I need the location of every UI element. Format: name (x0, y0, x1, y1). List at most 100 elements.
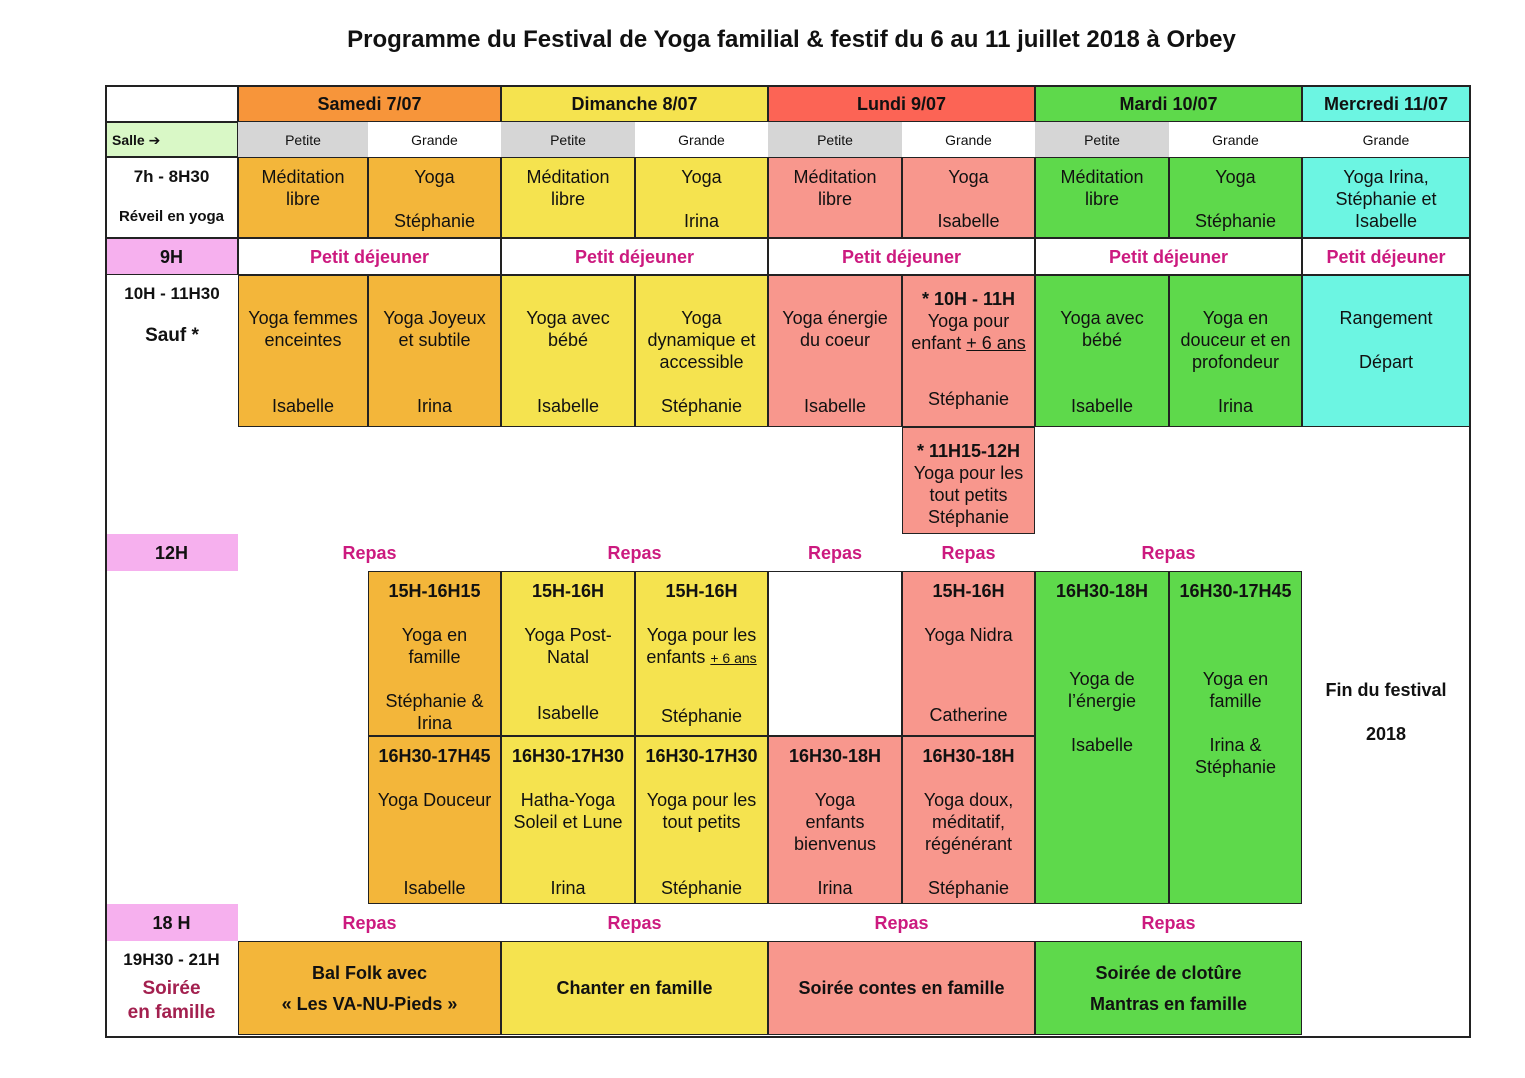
session-mar-yoga: Yoga Stéphanie (1169, 157, 1302, 238)
session-title: libre (550, 189, 585, 209)
room-petite: Petite (1035, 122, 1169, 157)
session-lun-yoga: Yoga Isabelle (902, 157, 1035, 238)
session-title: Méditation (1060, 167, 1144, 187)
time-19h30: 19H30 - 21H (123, 950, 220, 969)
session-sat-morning-grande: Yoga Joyeux et subtile Irina (368, 275, 501, 427)
session-title: libre (817, 189, 852, 209)
session-title: Yoga Joyeux (383, 308, 486, 328)
time-9h: 9H (105, 238, 238, 275)
session-title: méditatif, (931, 812, 1006, 832)
session-title: Yoga de (1069, 669, 1135, 689)
meal-evening-lundi: Repas (874, 912, 929, 933)
session-title: Méditation (261, 167, 345, 187)
breakfast-mardi: Petit déjeuner (1035, 238, 1302, 275)
session-lun-tout-petits: * 11H15-12H Yoga pour les tout petits St… (902, 427, 1035, 534)
session-title: Isabelle (1354, 211, 1418, 231)
session-title-part: enfants (646, 647, 711, 667)
session-title: l’énergie (1067, 691, 1137, 711)
session-dim-morning-grande: Yoga dynamique et accessible Stéphanie (635, 275, 768, 427)
session-title: Yoga en (1202, 308, 1269, 328)
evening-title: Bal Folk avec (311, 962, 428, 983)
evening-lundi: Soirée contes en famille (768, 941, 1035, 1035)
age-note: + 6 ans (710, 650, 757, 666)
session-title: Yoga Post- (524, 625, 612, 645)
session-title: Yoga (1215, 167, 1256, 187)
session-mar-famille: 16H30-17H45 Yoga en famille Irina & Stép… (1169, 571, 1302, 904)
meal-lundi-petite: Repas (807, 542, 863, 563)
time-12h: 12H (105, 534, 238, 571)
evening-samedi: Bal Folk avec « Les VA-NU-Pieds » (238, 941, 501, 1035)
session-title: douceur et en (1180, 330, 1291, 350)
time-label-7h: 7h - 8H30 Réveil en yoga (105, 157, 238, 238)
meal-mardi: Repas (1141, 542, 1196, 563)
session-sat-morning-petite: Yoga femmes enceintes Isabelle (238, 275, 368, 427)
fin-festival: Fin du festival 2018 (1302, 534, 1470, 1035)
session-title: Natal (546, 647, 590, 667)
session-teacher: Isabelle (1070, 396, 1134, 416)
session-teacher: Catherine (929, 705, 1008, 725)
session-teacher: Stéphanie (1194, 211, 1277, 231)
session-title: enfant + 6 ans (911, 332, 1026, 354)
session-title: Hatha-Yoga (520, 790, 616, 810)
room-grande: Grande (1362, 131, 1410, 148)
room-grande: Grande (945, 131, 992, 148)
session-lun-doux: 16H30-18H Yoga doux, méditatif, régénéra… (902, 736, 1035, 904)
time-7h: 7h - 8H30 (133, 167, 210, 186)
session-teacher: Isabelle (803, 396, 867, 416)
session-mer-morning: Rangement Départ (1302, 275, 1470, 427)
session-teacher: Irina (817, 878, 853, 898)
evening-dimanche: Chanter en famille (501, 941, 768, 1035)
session-title: enfants (805, 812, 865, 832)
time-label-10h: 10H - 11H30 Sauf * (105, 275, 238, 427)
session-title: Yoga Irina, (1343, 167, 1429, 187)
session-title: du coeur (799, 330, 871, 350)
session-lun-enfants: 16H30-18H Yoga enfants bienvenus Irina (768, 736, 902, 904)
evening-title: Soirée de clotûre (1095, 962, 1242, 983)
session-dim-enfants: 15H-16H Yoga pour les enfants + 6 ans St… (635, 571, 768, 736)
session-title: bébé (1081, 330, 1123, 350)
evening-title: Mantras en famille (1089, 993, 1248, 1014)
session-title: libre (1084, 189, 1119, 209)
time-10h: 10H - 11H30 (124, 284, 220, 303)
age-note: + 6 ans (966, 333, 1026, 353)
room-grande: Grande (1212, 131, 1259, 148)
session-title: Yoga avec (1060, 308, 1144, 328)
session-time: 16H30-17H30 (511, 746, 625, 766)
session-title: Yoga (681, 167, 722, 187)
session-title: bienvenus (793, 834, 877, 854)
session-title: Stéphanie et (1335, 189, 1437, 209)
meal-samedi: Repas (342, 542, 397, 563)
session-mar-meditation: Méditation libre (1035, 157, 1169, 238)
session-teacher: Irina (1217, 396, 1253, 416)
session-teacher: Isabelle (937, 211, 1000, 231)
meal-evening-dimanche: Repas (607, 912, 662, 933)
page-title: Programme du Festival de Yoga familial &… (347, 26, 1236, 53)
session-teacher: Stéphanie (393, 211, 476, 231)
room-grande: Grande (411, 131, 458, 148)
session-sat-famille: 15H-16H15 Yoga en famille Stéphanie & Ir… (368, 571, 501, 736)
session-title: famille (1209, 691, 1262, 711)
evening-sub: Soirée (142, 978, 201, 999)
session-title: Yoga (414, 167, 455, 187)
meal-evening-samedi: Repas (342, 912, 397, 933)
evening-mardi: Soirée de clotûre Mantras en famille (1035, 941, 1302, 1035)
session-title: Yoga en (1202, 669, 1269, 689)
header-lundi: Lundi 9/07 (768, 85, 1035, 122)
salle-label: Salle ➔ (105, 122, 238, 157)
session-lun-meditation: Méditation libre (768, 157, 902, 238)
session-teacher: Isabelle (536, 396, 600, 416)
session-dim-postnatal: 15H-16H Yoga Post- Natal Isabelle (501, 571, 635, 736)
session-time: 15H-16H (531, 581, 605, 601)
session-mar-energie: 16H30-18H Yoga de l’énergie Isabelle (1035, 571, 1169, 904)
session-mar-morning-grande: Yoga en douceur et en profondeur Irina (1169, 275, 1302, 427)
session-sat-meditation: Méditation libre (238, 157, 368, 238)
session-dim-morning-petite: Yoga avec bébé Isabelle (501, 275, 635, 427)
empty-slot (768, 571, 902, 736)
header-dimanche: Dimanche 8/07 (501, 85, 768, 122)
session-title: Départ (1358, 352, 1414, 372)
session-time: 15H-16H (665, 581, 738, 601)
session-sat-douceur: 16H30-17H45 Yoga Douceur Isabelle (368, 736, 501, 904)
session-title: et subtile (398, 330, 471, 350)
session-title: Yoga pour les (913, 463, 1024, 483)
session-title: Yoga doux, (923, 790, 1014, 810)
